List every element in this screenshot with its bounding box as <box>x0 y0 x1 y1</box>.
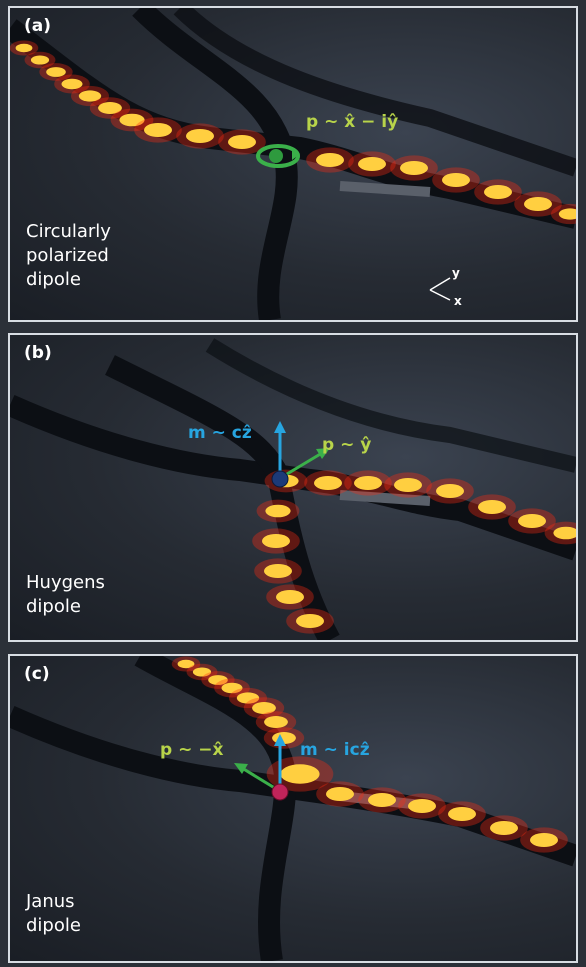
p-arrow <box>241 766 279 792</box>
panel-b-huygens-dipole: (b) m ~ cẑ p ~ ŷ Huygens dipole <box>8 333 578 642</box>
guided-mode-spots <box>171 656 568 853</box>
panel-a-label: (a) <box>24 16 52 36</box>
guided-mode-spots <box>252 469 576 634</box>
mode-spot <box>490 821 518 835</box>
mode-spot <box>448 807 476 821</box>
p-arrowhead-icon <box>234 763 248 774</box>
mode-spot <box>314 476 342 490</box>
mode-spot <box>484 185 512 199</box>
dipole-sphere <box>271 470 289 488</box>
waveguide-highlight <box>339 490 431 506</box>
mode-spot <box>78 90 102 102</box>
formula-p-huygens: p ~ ŷ <box>322 435 372 455</box>
mode-spot <box>326 787 354 801</box>
panel-a-circular-dipole: (a) p ~ x̂ − iŷ Circularly polarized dip… <box>8 6 578 322</box>
caption-janus-dipole: Janus dipole <box>26 891 81 936</box>
panel-b-scene <box>10 338 576 640</box>
mode-spot <box>408 799 436 813</box>
mode-spot <box>518 514 546 528</box>
mode-spot <box>186 129 214 143</box>
mode-spot <box>30 55 50 65</box>
mode-spot <box>177 659 195 669</box>
waveguide-upper <box>173 8 576 177</box>
axis-label-x: x <box>454 294 462 308</box>
caption-circular-dipole: Circularly polarized dipole <box>26 221 111 290</box>
mode-spot <box>558 208 576 220</box>
mode-spot <box>144 123 172 137</box>
m-arrowhead-icon <box>274 421 286 433</box>
mode-spot <box>264 564 292 578</box>
mode-spot <box>442 173 470 187</box>
mode-spot <box>208 675 228 685</box>
formula-p-circular: p ~ x̂ − iŷ <box>306 112 399 132</box>
mode-spot <box>436 484 464 498</box>
panel-c-scene <box>10 656 576 961</box>
mode-spot <box>98 102 122 114</box>
mode-spot <box>280 764 320 784</box>
arrowhead-icon <box>292 148 300 160</box>
mode-spot <box>262 534 290 548</box>
panel-c-label: (c) <box>24 664 50 684</box>
axis-label-y: y <box>452 266 460 280</box>
waveguide-upper <box>205 338 576 473</box>
waveguide-vertical <box>132 8 298 320</box>
guided-mode-spots <box>10 40 576 225</box>
mode-spot <box>524 197 552 211</box>
mode-spot <box>119 113 145 127</box>
x-axis-line <box>429 289 451 301</box>
mode-spot <box>264 716 288 728</box>
circular-arrow-icon <box>256 144 300 168</box>
dipole-sphere <box>269 149 283 163</box>
p-arrow <box>281 451 323 479</box>
mode-spot <box>265 504 291 518</box>
y-axis-line <box>429 277 451 291</box>
formula-m-janus: m ~ icẑ <box>300 740 370 760</box>
mode-spot <box>61 78 83 90</box>
dipole-sphere <box>271 783 289 801</box>
panel-a-scene <box>10 8 576 320</box>
mode-spot <box>368 793 396 807</box>
mode-spot <box>553 526 576 540</box>
panel-c-janus-dipole: (c) p ~ −x̂ m ~ icẑ Janus dipole <box>8 654 578 963</box>
mode-spot <box>46 67 66 77</box>
mode-spot <box>15 43 33 53</box>
p-arrowhead-icon <box>316 448 330 459</box>
mode-spot <box>394 478 422 492</box>
mode-spot <box>358 157 386 171</box>
m-arrowhead-icon <box>274 734 286 746</box>
mode-spot <box>228 135 256 149</box>
mode-spot <box>252 702 276 714</box>
mode-spot <box>530 833 558 847</box>
formula-m-huygens: m ~ cẑ <box>188 423 252 443</box>
waveguide-highlight <box>339 181 431 197</box>
formula-p-janus: p ~ −x̂ <box>160 740 224 760</box>
mode-spot <box>316 153 344 167</box>
mode-spot <box>192 667 212 677</box>
mode-spot <box>221 682 243 694</box>
mode-spot <box>276 590 304 604</box>
mode-spot <box>354 476 382 490</box>
mode-spot <box>296 614 324 628</box>
caption-huygens-dipole: Huygens dipole <box>26 572 105 617</box>
panel-b-label: (b) <box>24 343 52 363</box>
mode-spot <box>478 500 506 514</box>
mode-spot <box>400 161 428 175</box>
mode-spot <box>236 692 260 704</box>
